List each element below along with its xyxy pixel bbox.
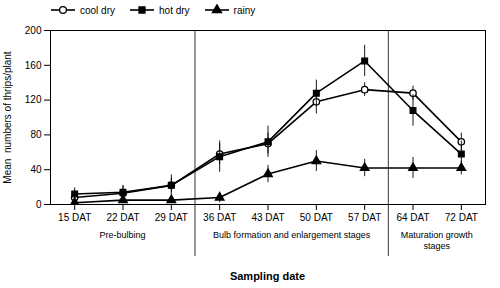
svg-text:Maturation growthstages: Maturation growthstages bbox=[401, 230, 473, 251]
svg-text:50 DAT: 50 DAT bbox=[300, 212, 333, 223]
svg-text:36 DAT: 36 DAT bbox=[203, 212, 236, 223]
svg-text:Sampling date: Sampling date bbox=[230, 270, 305, 282]
svg-text:29 DAT: 29 DAT bbox=[155, 212, 188, 223]
svg-text:120: 120 bbox=[25, 94, 42, 105]
svg-text:22 DAT: 22 DAT bbox=[106, 212, 139, 223]
svg-text:160: 160 bbox=[25, 60, 42, 71]
svg-text:40: 40 bbox=[30, 164, 42, 175]
svg-text:0: 0 bbox=[36, 199, 42, 210]
svg-text:72 DAT: 72 DAT bbox=[445, 212, 478, 223]
html-text:cool dry: cool dry bbox=[80, 4, 115, 16]
svg-text:43 DAT: 43 DAT bbox=[251, 212, 284, 223]
svg-text:80: 80 bbox=[30, 129, 42, 140]
svg-text:Bulb formation and enlargement: Bulb formation and enlargement stages bbox=[213, 230, 371, 240]
svg-text:15 DAT: 15 DAT bbox=[58, 212, 91, 223]
svg-text:200: 200 bbox=[25, 25, 42, 36]
svg-text:Mean numbers of thrips/plant: Mean numbers of thrips/plant bbox=[2, 51, 13, 184]
svg-text:Pre-bulbing: Pre-bulbing bbox=[99, 230, 145, 240]
svg-text:57 DAT: 57 DAT bbox=[348, 212, 381, 223]
html-text:rainy: rainy bbox=[233, 4, 256, 16]
svg-text:64 DAT: 64 DAT bbox=[396, 212, 429, 223]
html-text:hot dry: hot dry bbox=[159, 4, 190, 16]
